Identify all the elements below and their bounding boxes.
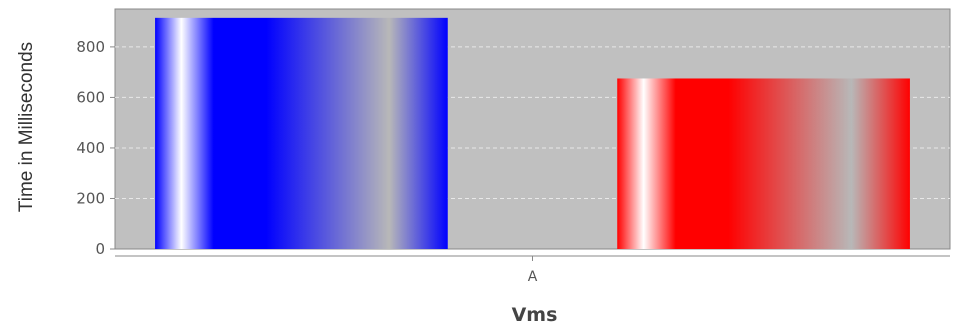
y-axis-label: Time in Milliseconds bbox=[16, 42, 37, 212]
bar bbox=[155, 17, 448, 250]
x-tick-label: A bbox=[528, 269, 538, 285]
bar bbox=[617, 78, 910, 249]
bars bbox=[155, 17, 910, 250]
y-axis: 0 200 400 600 800 bbox=[76, 38, 115, 258]
x-axis: A bbox=[115, 255, 950, 285]
x-axis-label: Vms bbox=[512, 304, 558, 326]
y-tick-label: 0 bbox=[95, 240, 105, 258]
y-tick-label: 200 bbox=[76, 189, 105, 207]
y-tick-label: 400 bbox=[76, 139, 105, 157]
y-tick-label: 800 bbox=[76, 38, 105, 56]
y-tick-label: 600 bbox=[76, 88, 105, 106]
